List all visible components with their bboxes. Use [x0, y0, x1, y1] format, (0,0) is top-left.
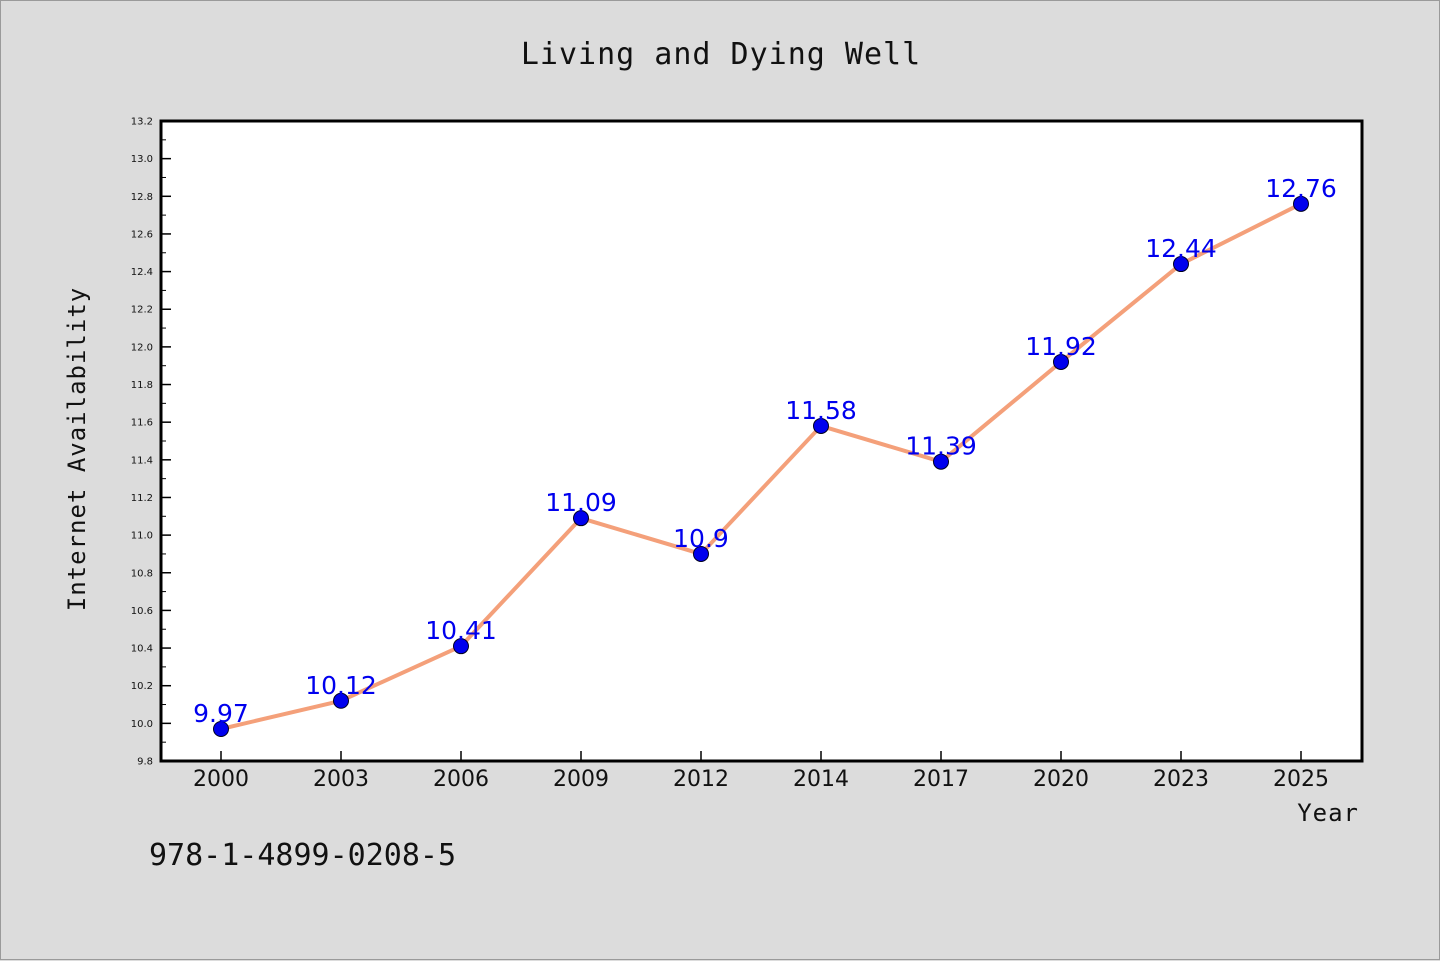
y-tick-label: 10.8 [131, 568, 153, 579]
x-axis: 2000 2003 2006 2009 2012 2014 2017 2020 2023 2025 [193, 751, 1329, 792]
y-tick-label: 11.0 [131, 531, 153, 542]
x-tick-label: 2006 [433, 767, 489, 792]
isbn-footnote: 978-1-4899-0208-5 [149, 838, 456, 873]
y-tick-label: 11.6 [131, 418, 153, 429]
y-tick-label: 12.0 [131, 342, 153, 353]
y-tick-label: 12.2 [131, 305, 153, 316]
y-tick-label: 11.8 [131, 380, 153, 391]
data-label: 9.97 [193, 699, 249, 728]
y-tick-label: 12.8 [131, 192, 153, 203]
y-tick-label: 10.4 [131, 644, 153, 655]
data-markers [213, 195, 1309, 737]
y-axis-label: Internet Availability [63, 287, 91, 611]
x-axis-label: Year [1297, 799, 1359, 827]
data-point [213, 721, 229, 737]
y-tick-label: 9.8 [137, 757, 153, 768]
y-tick-label: 11.2 [131, 493, 153, 504]
data-point [1293, 195, 1309, 212]
x-tick-label: 2020 [1033, 767, 1089, 792]
x-tick-label: 2017 [913, 767, 969, 792]
y-tick-label: 12.6 [131, 229, 153, 240]
data-point [573, 510, 589, 527]
series-line [220, 202, 1302, 731]
data-point [1173, 256, 1189, 273]
x-tick-label: 2014 [793, 767, 849, 792]
plot-area [159, 119, 1364, 763]
data-label: 11.58 [785, 396, 857, 425]
y-tick-label: 10.2 [131, 681, 153, 692]
y-tick-label: 13.2 [131, 117, 153, 128]
y-tick-label: 12.4 [131, 267, 153, 278]
chart-title: Living and Dying Well [521, 37, 921, 72]
data-point [813, 417, 829, 434]
data-label: 11.09 [545, 488, 617, 517]
y-tick-label: 11.4 [131, 455, 153, 466]
x-tick-label: 2003 [313, 767, 369, 792]
data-label: 11.92 [1025, 332, 1097, 361]
x-tick-label: 2025 [1273, 767, 1329, 792]
data-label: 10.9 [673, 524, 729, 553]
y-tick-label: 10.6 [131, 606, 153, 617]
data-point [933, 453, 949, 470]
data-point [693, 545, 709, 562]
data-label: 10.12 [305, 671, 377, 700]
y-axis: 9.8 10.0 10.2 10.4 10.6 10.8 11.0 11.2 11.4 11.6 1… [131, 117, 171, 768]
data-point [1053, 353, 1069, 370]
x-tick-label: 2009 [553, 767, 609, 792]
data-labels: 9.97 10.12 10.41 11.09 10.9 11.58 11.39 11.92 12… [193, 174, 1337, 728]
data-label: 11.39 [905, 432, 977, 461]
data-point [453, 638, 469, 655]
data-point [333, 692, 349, 709]
x-tick-label: 2000 [193, 767, 249, 792]
x-tick-label: 2023 [1153, 767, 1209, 792]
data-label: 10.41 [425, 616, 497, 645]
y-tick-label: 10.0 [131, 719, 153, 730]
x-tick-label: 2012 [673, 767, 729, 792]
y-tick-label: 13.0 [131, 154, 153, 165]
data-label: 12.44 [1145, 234, 1217, 263]
data-label: 12.76 [1265, 174, 1337, 203]
